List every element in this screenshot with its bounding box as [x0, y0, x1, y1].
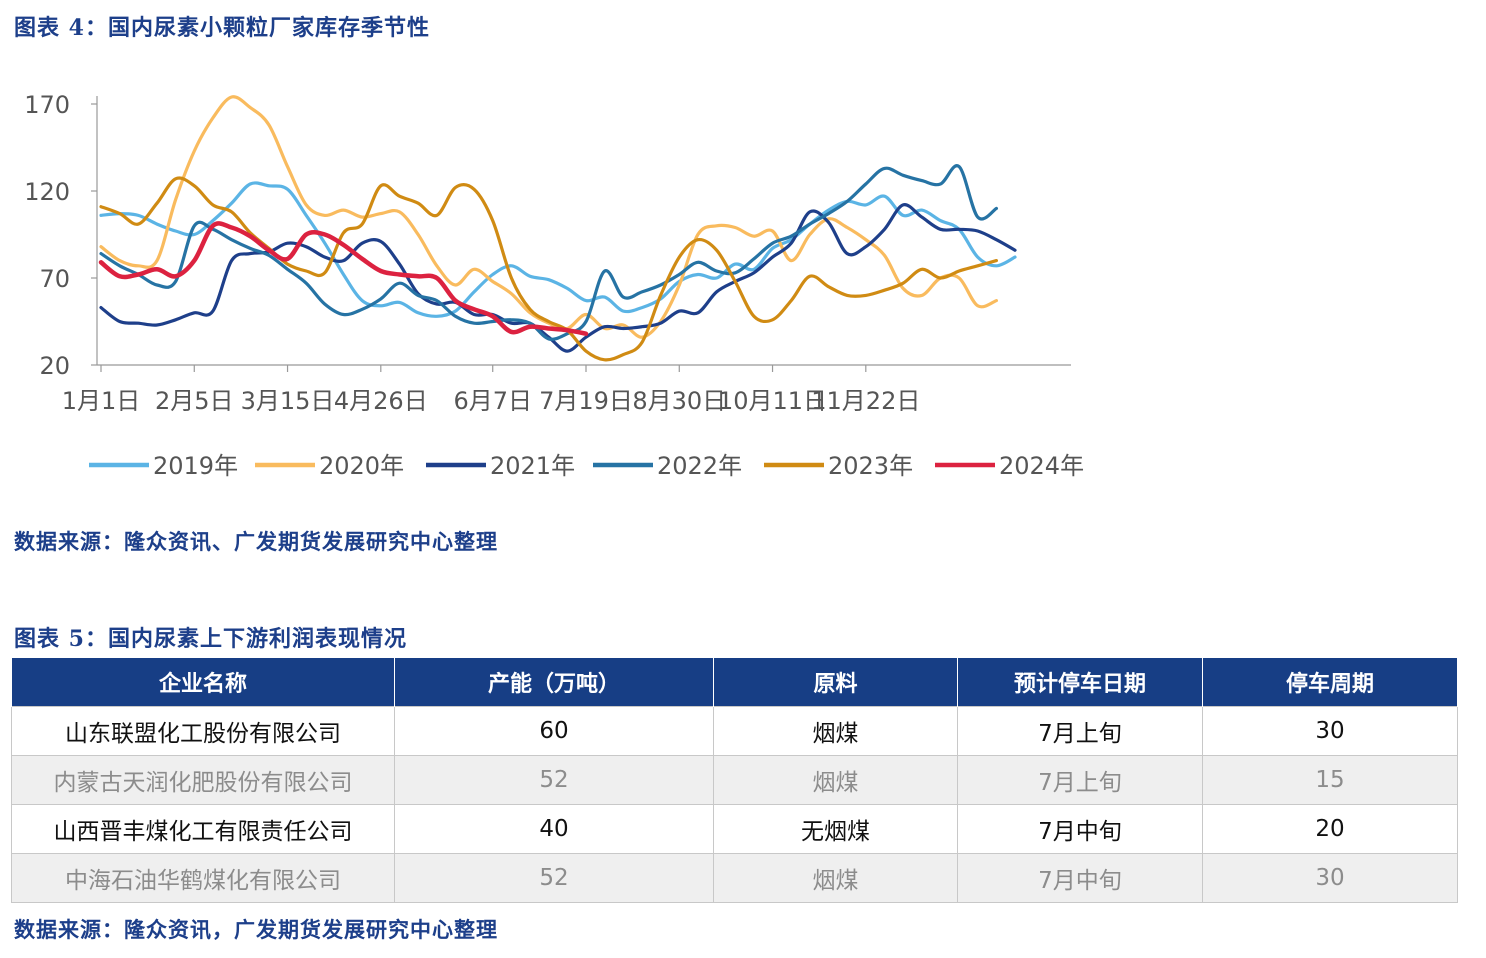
header-feedstock: 原料 [713, 658, 958, 707]
cell-company: 山东联盟化工股份有限公司 [11, 706, 395, 756]
cell-company: 内蒙古天润化肥股份有限公司 [11, 755, 395, 805]
header-shutdown-period: 停车周期 [1202, 658, 1458, 707]
table-header-row: 企业名称 产能（万吨） 原料 预计停车日期 停车周期 [11, 658, 1458, 707]
cell-shutdown-period: 20 [1202, 804, 1458, 854]
y-tick-label: 170 [24, 91, 70, 119]
cell-feedstock: 烟煤 [713, 706, 958, 756]
cell-feedstock: 烟煤 [713, 755, 958, 805]
chart-legend: 2019年 2020年 2021年 2022年 2023年 2024年 [89, 452, 1084, 480]
cell-shutdown-date: 7月上旬 [957, 755, 1203, 805]
cell-company: 中海石油华鹤煤化有限公司 [11, 853, 395, 903]
x-tick-label: 8月30日 [632, 387, 726, 415]
series-line-2024年 [98, 221, 589, 336]
table-row: 内蒙古天润化肥股份有限公司 52 烟煤 7月上旬 15 [11, 755, 1458, 805]
table-row: 山东联盟化工股份有限公司 60 烟煤 7月上旬 30 [11, 706, 1458, 756]
figure4-title: 图表 4：国内尿素小颗粒厂家库存季节性 [14, 15, 430, 41]
legend-label: 2023年 [828, 452, 913, 480]
chart-axes [91, 96, 1071, 372]
figure5-title: 图表 5：国内尿素上下游利润表现情况 [14, 626, 407, 652]
cell-capacity: 60 [394, 706, 714, 756]
legend-label: 2019年 [153, 452, 238, 480]
legend-label: 2022年 [657, 452, 742, 480]
legend-label: 2024年 [999, 452, 1084, 480]
figure4-source: 数据来源：隆众资讯、广发期货发展研究中心整理 [14, 529, 498, 554]
table-row: 中海石油华鹤煤化有限公司 52 烟煤 7月中旬 30 [11, 853, 1458, 903]
cell-shutdown-period: 30 [1202, 853, 1458, 903]
x-tick-label: 1月1日 [62, 387, 141, 415]
x-tick-label: 2月5日 [155, 387, 234, 415]
header-company: 企业名称 [11, 658, 395, 707]
cell-feedstock: 无烟煤 [713, 804, 958, 854]
cell-shutdown-date: 7月中旬 [957, 804, 1203, 854]
cell-company: 山西晋丰煤化工有限责任公司 [11, 804, 395, 854]
legend-label: 2021年 [490, 452, 575, 480]
legend-label: 2020年 [319, 452, 404, 480]
table-row: 山西晋丰煤化工有限责任公司 40 无烟煤 7月中旬 20 [11, 804, 1458, 854]
cell-shutdown-period: 15 [1202, 755, 1458, 805]
cell-shutdown-date: 7月上旬 [957, 706, 1203, 756]
x-tick-label: 7月19日 [539, 387, 633, 415]
series-line-2021年 [99, 203, 1017, 353]
cell-shutdown-date: 7月中旬 [957, 853, 1203, 903]
header-capacity: 产能（万吨） [394, 658, 714, 707]
cell-capacity: 40 [394, 804, 714, 854]
shutdown-table: 企业名称 产能（万吨） 原料 预计停车日期 停车周期 山东联盟化工股份有限公司 … [11, 658, 1458, 903]
header-shutdown-date: 预计停车日期 [957, 658, 1203, 707]
cell-capacity: 52 [394, 755, 714, 805]
x-tick-label: 3月15日 [241, 387, 335, 415]
series-line-2023年 [99, 176, 998, 362]
x-tick-label: 11月22日 [811, 387, 920, 415]
x-tick-label: 4月26日 [334, 387, 428, 415]
axis-labels: 20 70 120 170 1月1日 2月5日 3月15日 4月26日 6月7日 7月19日 8月3… [24, 91, 920, 415]
y-tick-label: 70 [39, 265, 70, 293]
x-tick-label: 6月7日 [453, 387, 532, 415]
series-line-2019年 [99, 181, 1017, 318]
inventory-seasonality-chart: 20 70 120 170 1月1日 2月5日 3月15日 4月26日 6月7日 7月19日 8月3… [24, 91, 1084, 480]
figure5-source: 数据来源：隆众资讯，广发期货发展研究中心整理 [14, 917, 498, 942]
x-tick-label: 10月11日 [718, 387, 827, 415]
chart-series [98, 95, 1017, 362]
y-tick-label: 120 [24, 178, 70, 206]
y-tick-label: 20 [39, 352, 70, 380]
cell-capacity: 52 [394, 853, 714, 903]
cell-feedstock: 烟煤 [713, 853, 958, 903]
series-line-2022年 [99, 164, 998, 341]
cell-shutdown-period: 30 [1202, 706, 1458, 756]
